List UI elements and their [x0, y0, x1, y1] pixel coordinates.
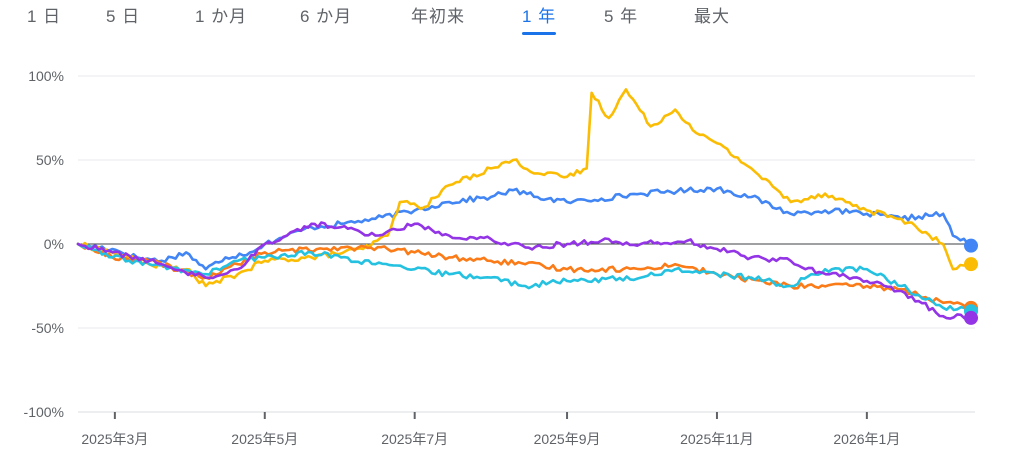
tab-max[interactable]: 最大	[694, 7, 730, 26]
series-lines	[76, 88, 977, 322]
tab-5-years[interactable]: 5 年	[604, 7, 639, 26]
series-line-2	[76, 88, 977, 288]
grid-lines	[78, 75, 975, 413]
x-tick-label: 2025年7月	[381, 431, 448, 447]
series-line-5	[76, 221, 977, 322]
x-tick-label: 2025年11月	[680, 431, 754, 447]
series-end-markers	[964, 238, 978, 325]
tab-6-months[interactable]: 6 か月	[300, 7, 353, 26]
series-end-marker-1	[964, 238, 978, 253]
tab-1-year[interactable]: 1 年	[522, 4, 557, 35]
series-end-marker-5	[964, 310, 978, 325]
x-tick-label: 2025年9月	[534, 431, 601, 447]
series-line-4	[76, 242, 977, 314]
y-tick-label: 50%	[36, 152, 64, 168]
series-line-1	[76, 186, 977, 271]
x-tick-label: 2025年5月	[231, 431, 298, 447]
y-tick-label: -50%	[31, 320, 64, 336]
series-line-3	[76, 242, 977, 310]
x-axis: 2025年3月 2025年5月 2025年7月 2025年9月 2025年11月 2026…	[78, 411, 975, 447]
series-end-marker-2	[964, 257, 978, 272]
tab-1-day[interactable]: 1 日	[27, 7, 62, 26]
x-tick-label: 2025年3月	[81, 431, 148, 447]
range-tabs: 1 日 5 日 1 か月 6 か月 年初来 1 年 5 年 最大	[0, 0, 1012, 36]
y-tick-label: -100%	[24, 404, 64, 420]
tab-ytd[interactable]: 年初来	[411, 7, 465, 26]
y-tick-label: 0%	[44, 236, 64, 252]
tab-5-days[interactable]: 5 日	[106, 7, 141, 26]
y-tick-label: 100%	[28, 68, 64, 84]
tab-1-month[interactable]: 1 か月	[195, 7, 248, 26]
y-axis: 100% 50% 0% -50% -100%	[24, 68, 64, 420]
x-tick-label: 2026年1月	[833, 431, 900, 447]
